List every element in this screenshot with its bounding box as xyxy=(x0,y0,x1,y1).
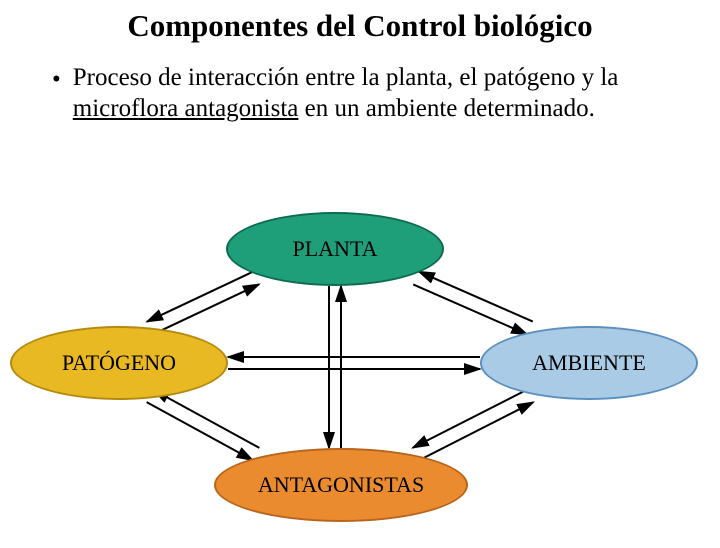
desc-underlined: microflora antagonista xyxy=(73,95,299,122)
interaction-diagram: PLANTA PATÓGENO AMBIENTE ANTAGONISTAS xyxy=(0,208,720,548)
node-antagonistas-label: ANTAGONISTAS xyxy=(258,472,424,498)
desc-pre: Proceso de interacción entre la planta, … xyxy=(73,64,619,91)
description-text: Proceso de interacción entre la planta, … xyxy=(73,62,690,125)
page-title: Componentes del Control biológico xyxy=(0,8,720,44)
node-ambiente-label: AMBIENTE xyxy=(532,350,646,376)
node-antagonistas: ANTAGONISTAS xyxy=(214,448,468,522)
node-planta: PLANTA xyxy=(226,212,444,286)
desc-post: en un ambiente determinado. xyxy=(298,95,594,122)
node-patogeno-label: PATÓGENO xyxy=(62,350,176,376)
description: • Proceso de interacción entre la planta… xyxy=(0,62,720,125)
node-ambiente: AMBIENTE xyxy=(480,326,698,400)
node-patogeno: PATÓGENO xyxy=(10,326,228,400)
node-planta-label: PLANTA xyxy=(292,236,377,262)
bullet-dot: • xyxy=(52,64,61,95)
